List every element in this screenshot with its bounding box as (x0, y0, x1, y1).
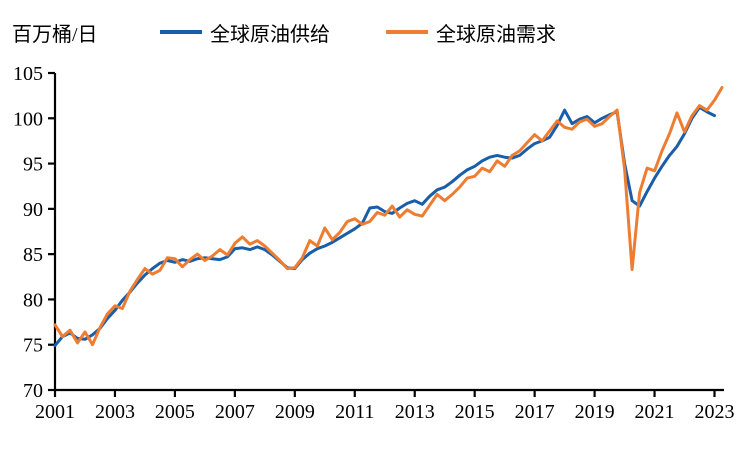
supply-line-swatch (160, 30, 202, 34)
svg-text:2013: 2013 (395, 401, 435, 423)
svg-text:2001: 2001 (35, 401, 75, 423)
demand-line-swatch (386, 30, 428, 34)
legend-item-supply: 全球原油供给 (160, 18, 330, 47)
svg-text:2019: 2019 (575, 401, 615, 423)
svg-text:80: 80 (23, 289, 43, 311)
chart-legend: 全球原油供给 全球原油需求 (160, 18, 556, 46)
svg-text:2009: 2009 (275, 401, 315, 423)
svg-text:95: 95 (23, 154, 43, 176)
svg-text:90: 90 (23, 199, 43, 221)
svg-text:2021: 2021 (635, 401, 675, 423)
svg-text:70: 70 (23, 380, 43, 402)
svg-text:2017: 2017 (515, 401, 555, 423)
svg-text:2003: 2003 (95, 401, 135, 423)
svg-text:2023: 2023 (695, 401, 735, 423)
legend-label-demand: 全球原油需求 (436, 23, 556, 46)
svg-text:85: 85 (23, 244, 43, 266)
svg-text:75: 75 (23, 335, 43, 357)
svg-text:100: 100 (13, 108, 43, 130)
svg-text:2011: 2011 (335, 401, 374, 423)
svg-text:2005: 2005 (155, 401, 195, 423)
legend-label-supply: 全球原油供给 (210, 23, 330, 46)
svg-text:2015: 2015 (455, 401, 495, 423)
legend-item-demand: 全球原油需求 (386, 18, 556, 47)
svg-text:2007: 2007 (215, 401, 255, 423)
y-axis-unit-label: 百万桶/日 (12, 24, 98, 46)
svg-text:105: 105 (13, 63, 43, 85)
